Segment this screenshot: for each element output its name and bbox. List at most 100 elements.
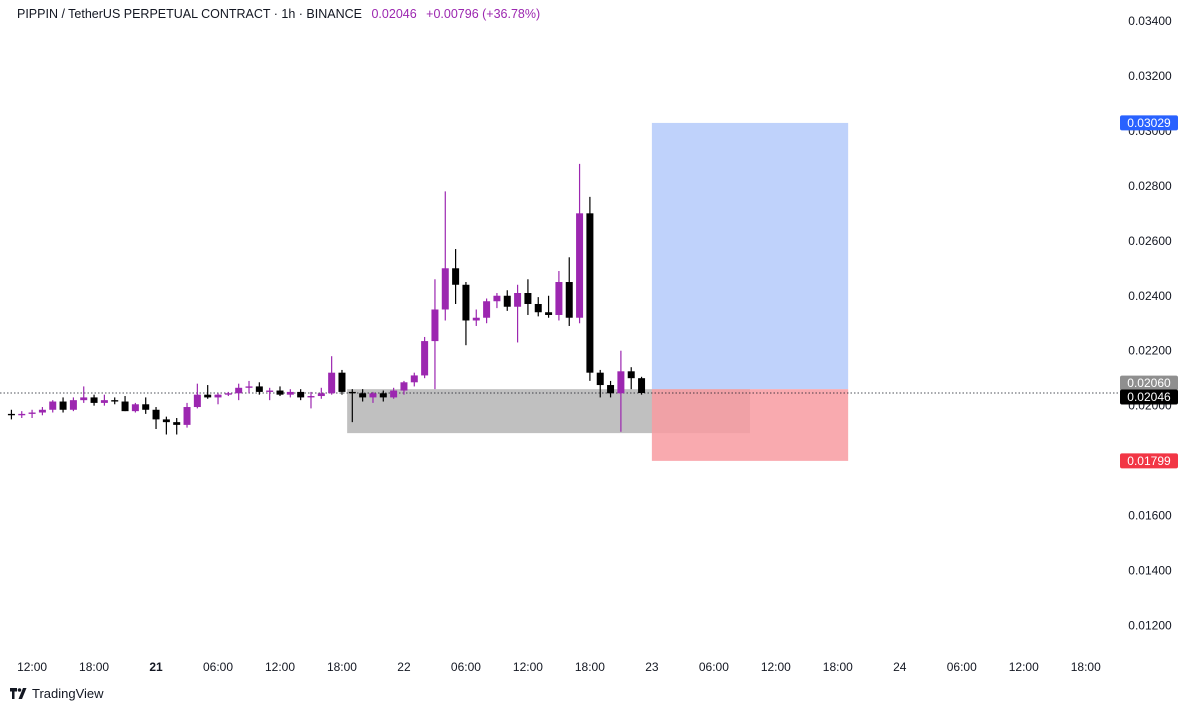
candle-body: [483, 301, 491, 318]
price-label-bg: [1120, 389, 1178, 405]
price-label-last: 0.02046: [1120, 389, 1178, 405]
candle-body: [245, 386, 253, 388]
candle-body: [111, 400, 119, 402]
candle-body: [369, 393, 377, 398]
candle-body: [379, 393, 387, 398]
candle-body: [472, 317, 480, 321]
x-tick-label: 12:00: [1009, 660, 1039, 674]
candle: [317, 387, 325, 399]
candle-body: [607, 385, 615, 394]
price-label-text: 0.02060: [1127, 376, 1171, 390]
candle-body: [183, 407, 191, 425]
candle: [204, 385, 212, 399]
y-tick-label: 0.02800: [1128, 179, 1172, 193]
candle: [111, 397, 119, 405]
price-label-target: 0.03029: [1120, 115, 1178, 131]
candle: [80, 386, 88, 403]
price-label-bg: [1120, 115, 1178, 131]
candle: [142, 397, 150, 414]
candle-body: [59, 401, 67, 410]
legend-last-price: 0.02046: [371, 7, 417, 21]
candle-body: [28, 412, 36, 414]
y-tick-label: 0.01600: [1128, 509, 1172, 523]
candle-body: [514, 293, 522, 307]
brand-name: TradingView: [32, 686, 104, 701]
candle-body: [38, 409, 46, 413]
candle: [431, 279, 439, 390]
candle: [410, 372, 418, 387]
candle-body: [276, 390, 284, 395]
candle: [286, 389, 294, 398]
candle: [607, 380, 615, 398]
candle-body: [410, 375, 418, 383]
candle: [421, 336, 429, 379]
candle: [338, 369, 346, 395]
candle-body: [131, 404, 139, 412]
candle: [49, 400, 57, 413]
price-label-bg: [1120, 375, 1178, 391]
candle: [183, 402, 191, 428]
candle-body: [503, 295, 511, 307]
candle-body: [193, 394, 201, 408]
symbol-title[interactable]: PIPPIN / TetherUS PERPETUAL CONTRACT · 1…: [17, 7, 362, 21]
candle: [534, 297, 542, 317]
candle-body: [617, 371, 625, 394]
candle: [162, 416, 170, 435]
y-tick-label: 0.01400: [1128, 564, 1172, 578]
candle: [121, 396, 129, 412]
x-tick-label: 06:00: [203, 660, 233, 674]
candle-body: [441, 268, 449, 310]
candle-body: [431, 309, 439, 342]
candle-body: [307, 396, 315, 398]
candle-body: [462, 284, 470, 321]
candle: [193, 383, 201, 409]
x-tick-label: 18:00: [79, 660, 109, 674]
candle: [307, 391, 315, 409]
candle: [297, 389, 305, 401]
candle: [38, 407, 46, 416]
candle: [255, 382, 263, 395]
candle-body: [586, 213, 594, 373]
candle-body: [328, 372, 336, 394]
candle-body: [400, 382, 408, 391]
chart-legend: PIPPIN / TetherUS PERPETUAL CONTRACT · 1…: [17, 7, 540, 21]
candle-body: [596, 372, 604, 386]
candle-body: [359, 393, 367, 398]
candle: [390, 387, 398, 399]
candle: [514, 284, 522, 343]
tradingview-logo-icon: [10, 688, 27, 699]
candle: [173, 418, 181, 435]
y-tick-label: 0.02400: [1128, 289, 1172, 303]
candle: [400, 380, 408, 395]
candle-body: [452, 268, 460, 285]
x-tick-label: 12:00: [513, 660, 543, 674]
candle: [100, 394, 108, 406]
candle-body: [576, 213, 584, 318]
candle: [638, 376, 646, 395]
candle-body: [80, 397, 88, 401]
y-tick-label: 0.02200: [1128, 344, 1172, 358]
candle: [359, 389, 367, 402]
candle: [152, 407, 160, 430]
candle: [617, 350, 625, 432]
candles-layer: [7, 163, 646, 435]
candle: [18, 411, 26, 419]
candle-body: [100, 400, 108, 403]
candle-body: [49, 401, 57, 410]
candle: [90, 394, 98, 406]
x-tick-label: 22: [397, 660, 411, 674]
candle-body: [69, 400, 77, 410]
candle-body: [534, 303, 542, 313]
price-axis: 0.034000.032000.030000.028000.026000.024…: [1128, 14, 1172, 632]
legend-change: +0.00796 (+36.78%): [426, 7, 541, 21]
tradingview-branding[interactable]: TradingView: [10, 686, 104, 701]
candle: [586, 196, 594, 381]
candle: [69, 397, 77, 412]
x-tick-label: 18:00: [327, 660, 357, 674]
candle: [59, 397, 67, 413]
candle: [441, 191, 449, 321]
y-tick-label: 0.03400: [1128, 14, 1172, 28]
candle: [369, 391, 377, 403]
